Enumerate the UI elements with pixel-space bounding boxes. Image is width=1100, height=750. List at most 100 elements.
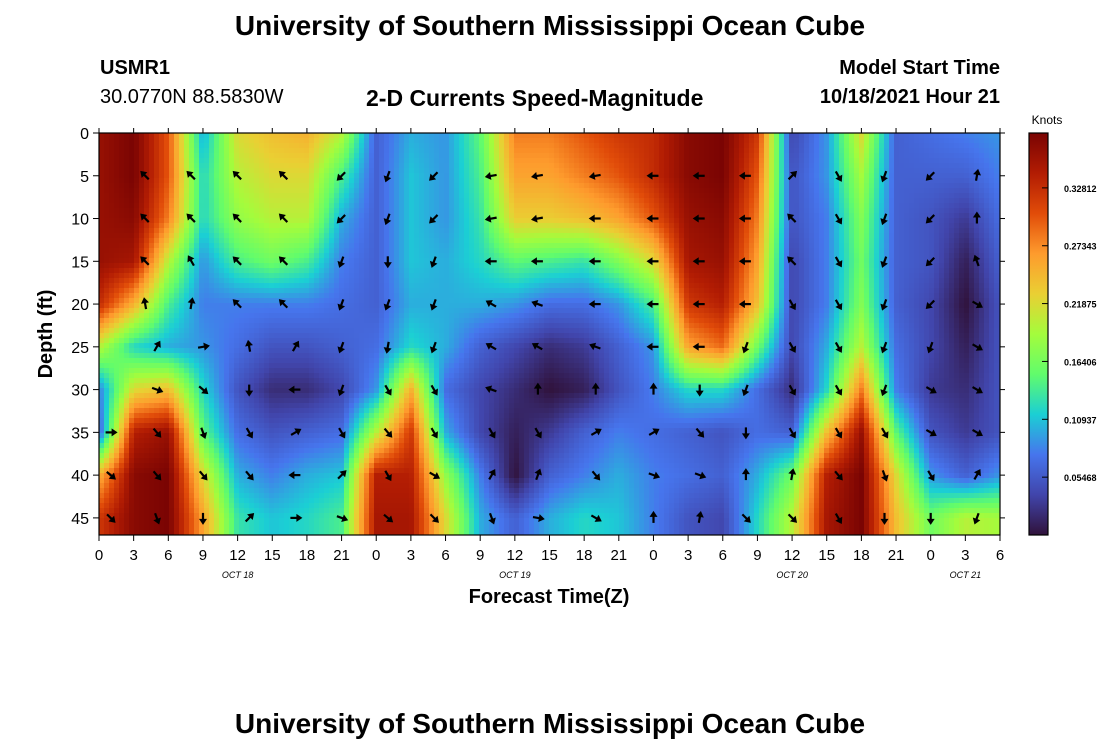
heatmap-cell xyxy=(894,233,900,239)
heatmap-cell xyxy=(244,153,250,159)
heatmap-cell xyxy=(309,188,315,194)
heatmap-cell xyxy=(964,238,970,244)
heatmap-cell xyxy=(744,143,750,149)
heatmap-cell xyxy=(284,253,290,259)
heatmap-cell xyxy=(514,258,520,264)
heatmap-cell xyxy=(349,163,355,169)
heatmap-cell xyxy=(604,148,610,154)
heatmap-cell xyxy=(174,268,180,274)
heatmap-cell xyxy=(819,203,825,209)
heatmap-cell xyxy=(949,198,955,204)
heatmap-cell xyxy=(819,183,825,189)
heatmap-cell xyxy=(594,213,600,219)
heatmap-cell xyxy=(594,248,600,254)
heatmap-cell xyxy=(364,213,370,219)
heatmap-cell xyxy=(184,263,190,269)
heatmap-cell xyxy=(979,133,985,139)
heatmap-cell xyxy=(489,163,495,169)
heatmap-cell xyxy=(529,193,535,199)
heatmap-cell xyxy=(619,173,625,179)
heatmap-cell xyxy=(269,163,275,169)
heatmap-cell xyxy=(464,248,470,254)
heatmap-cell xyxy=(379,148,385,154)
heatmap-cell xyxy=(979,188,985,194)
heatmap-cell xyxy=(164,183,170,189)
heatmap-cell xyxy=(724,198,730,204)
heatmap-cell xyxy=(704,133,710,139)
heatmap-cell xyxy=(289,143,295,149)
heatmap-cell xyxy=(549,218,555,224)
heatmap-cell xyxy=(624,163,630,169)
heatmap-cell xyxy=(854,138,860,144)
heatmap-cell xyxy=(334,248,340,254)
heatmap-cell xyxy=(274,233,280,239)
heatmap-cell xyxy=(269,213,275,219)
heatmap-cell xyxy=(479,263,485,269)
heatmap-cell xyxy=(299,153,305,159)
heatmap-cell xyxy=(534,248,540,254)
heatmap-cell xyxy=(344,148,350,154)
heatmap-cell xyxy=(884,188,890,194)
heatmap-cell xyxy=(244,248,250,254)
heatmap-cell xyxy=(409,238,415,244)
heatmap-cell xyxy=(249,173,255,179)
heatmap-cell xyxy=(579,178,585,184)
heatmap-cell xyxy=(864,183,870,189)
heatmap-cell xyxy=(869,198,875,204)
heatmap-cell xyxy=(334,238,340,244)
heatmap-cell xyxy=(539,133,545,139)
heatmap-cell xyxy=(969,188,975,194)
heatmap-cell xyxy=(594,188,600,194)
heatmap-cell xyxy=(329,263,335,269)
heatmap-cell xyxy=(644,208,650,214)
heatmap-cell xyxy=(909,148,915,154)
heatmap-cell xyxy=(679,253,685,259)
heatmap-cell xyxy=(194,258,200,264)
heatmap-cell xyxy=(749,233,755,239)
heatmap-cell xyxy=(689,148,695,154)
heatmap-cell xyxy=(539,253,545,259)
heatmap-cell xyxy=(954,258,960,264)
heatmap-cell xyxy=(374,258,380,264)
heatmap-cell xyxy=(704,183,710,189)
heatmap-cell xyxy=(374,158,380,164)
heatmap-cell xyxy=(854,133,860,139)
heatmap-cell xyxy=(899,163,905,169)
heatmap-cell xyxy=(134,268,140,274)
heatmap-cell xyxy=(859,263,865,269)
heatmap-cell xyxy=(234,148,240,154)
heatmap-cell xyxy=(454,213,460,219)
heatmap-cell xyxy=(674,188,680,194)
heatmap-cell xyxy=(789,203,795,209)
heatmap-cell xyxy=(524,148,530,154)
heatmap-cell xyxy=(264,233,270,239)
heatmap-cell xyxy=(799,203,805,209)
heatmap-cell xyxy=(884,173,890,179)
heatmap-cell xyxy=(809,208,815,214)
heatmap-cell xyxy=(974,188,980,194)
heatmap-cell xyxy=(729,198,735,204)
heatmap-cell xyxy=(464,243,470,249)
heatmap-cell xyxy=(389,258,395,264)
heatmap-cell xyxy=(629,133,635,139)
heatmap-cell xyxy=(544,158,550,164)
heatmap-cell xyxy=(809,263,815,269)
heatmap-cell xyxy=(774,153,780,159)
heatmap-cell xyxy=(634,243,640,249)
heatmap-cell xyxy=(414,153,420,159)
heatmap-cell xyxy=(864,218,870,224)
heatmap-cell xyxy=(774,243,780,249)
heatmap-cell xyxy=(729,138,735,144)
heatmap-cell xyxy=(504,228,510,234)
heatmap-cell xyxy=(764,138,770,144)
heatmap-cell xyxy=(654,203,660,209)
heatmap-cell xyxy=(289,208,295,214)
heatmap-cell xyxy=(129,268,135,274)
heatmap-cell xyxy=(109,198,115,204)
heatmap-cell xyxy=(994,188,1000,194)
heatmap-cell xyxy=(659,138,665,144)
heatmap-cell xyxy=(649,248,655,254)
heatmap-cell xyxy=(569,168,575,174)
heatmap-cell xyxy=(419,263,425,269)
heatmap-cell xyxy=(969,223,975,229)
